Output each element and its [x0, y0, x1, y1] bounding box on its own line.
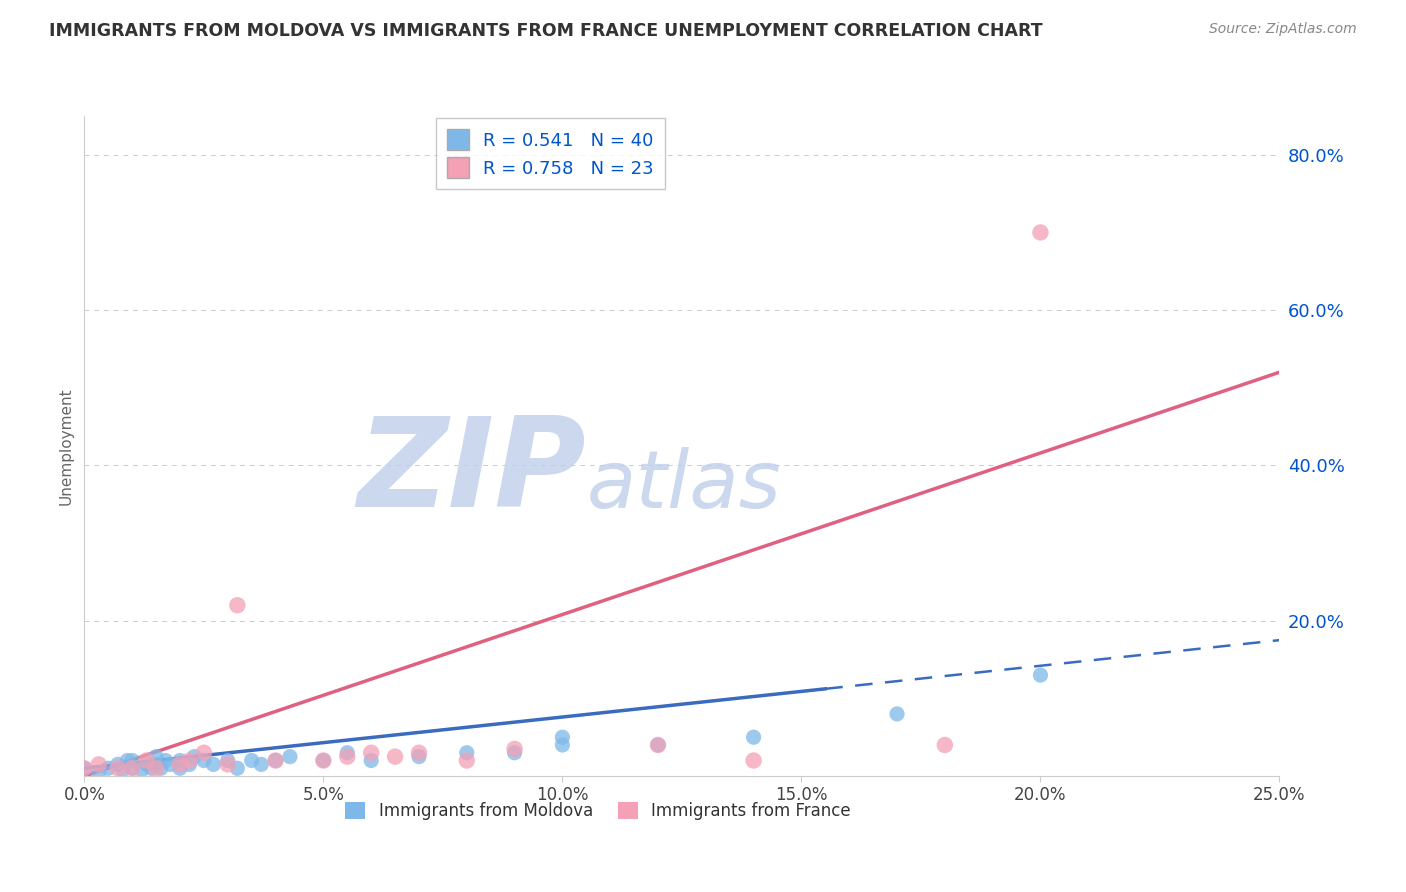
Point: [135, 757, 157, 772]
Point: [456, 754, 478, 768]
Y-axis label: Unemployment: Unemployment: [58, 387, 73, 505]
Point: [179, 754, 201, 768]
Point: [360, 754, 382, 768]
Point: [169, 761, 191, 775]
Point: [107, 757, 129, 772]
Point: [742, 754, 765, 768]
Point: [264, 754, 287, 768]
Point: [278, 749, 301, 764]
Point: [141, 761, 163, 775]
Point: [250, 757, 273, 772]
Point: [217, 754, 239, 768]
Point: [647, 738, 669, 752]
Point: [456, 746, 478, 760]
Legend: Immigrants from Moldova, Immigrants from France: Immigrants from Moldova, Immigrants from…: [339, 796, 858, 827]
Point: [73, 761, 96, 775]
Point: [121, 761, 143, 775]
Point: [647, 738, 669, 752]
Point: [408, 746, 430, 760]
Point: [264, 754, 287, 768]
Point: [193, 754, 215, 768]
Point: [87, 757, 110, 772]
Point: [1029, 668, 1052, 682]
Point: [240, 754, 263, 768]
Point: [145, 761, 167, 775]
Point: [551, 738, 574, 752]
Point: [312, 754, 335, 768]
Point: [179, 757, 201, 772]
Point: [149, 761, 172, 775]
Point: [503, 746, 526, 760]
Point: [226, 598, 249, 612]
Point: [312, 754, 335, 768]
Text: IMMIGRANTS FROM MOLDOVA VS IMMIGRANTS FROM FRANCE UNEMPLOYMENT CORRELATION CHART: IMMIGRANTS FROM MOLDOVA VS IMMIGRANTS FR…: [49, 22, 1043, 40]
Point: [87, 765, 110, 780]
Point: [159, 757, 181, 772]
Point: [169, 757, 191, 772]
Point: [336, 746, 359, 760]
Point: [360, 746, 382, 760]
Point: [384, 749, 406, 764]
Point: [217, 757, 239, 772]
Point: [408, 749, 430, 764]
Point: [145, 757, 167, 772]
Point: [183, 749, 205, 764]
Point: [1029, 226, 1052, 240]
Point: [131, 763, 153, 777]
Point: [202, 757, 225, 772]
Point: [336, 749, 359, 764]
Text: Source: ZipAtlas.com: Source: ZipAtlas.com: [1209, 22, 1357, 37]
Point: [886, 706, 908, 721]
Point: [73, 761, 96, 775]
Point: [742, 730, 765, 744]
Text: atlas: atlas: [586, 447, 782, 524]
Point: [111, 763, 134, 777]
Point: [226, 761, 249, 775]
Point: [193, 746, 215, 760]
Point: [117, 754, 139, 768]
Text: ZIP: ZIP: [357, 412, 586, 533]
Point: [135, 754, 157, 768]
Point: [121, 754, 143, 768]
Point: [121, 761, 143, 775]
Point: [503, 742, 526, 756]
Point: [107, 761, 129, 775]
Point: [169, 754, 191, 768]
Point: [551, 730, 574, 744]
Point: [145, 749, 167, 764]
Point: [97, 761, 120, 775]
Point: [155, 754, 177, 768]
Point: [934, 738, 956, 752]
